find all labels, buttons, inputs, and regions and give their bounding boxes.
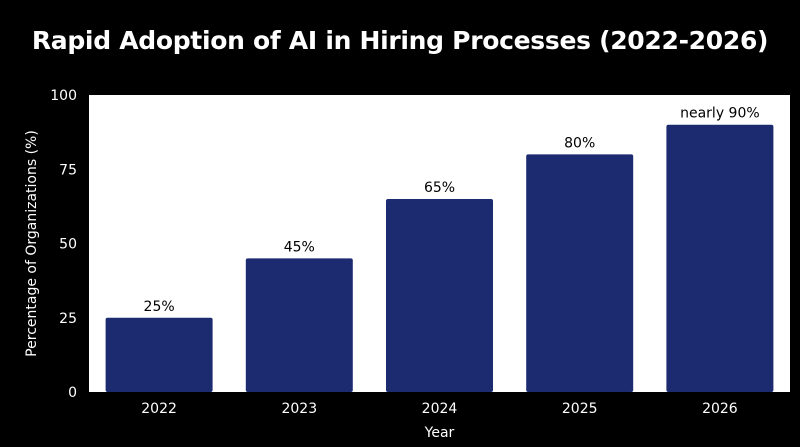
x-axis-ticks: 2022 2023 2024 2025 2026 [141, 401, 738, 417]
y-tick-label: 25 [59, 311, 77, 327]
y-tick-label: 50 [59, 237, 77, 253]
bar-data-labels: 25% 45% 65% 80% nearly 90% [144, 106, 760, 315]
x-tick-label: 2024 [422, 401, 458, 417]
x-tick-label: 2022 [141, 401, 177, 417]
bars [105, 124, 774, 392]
y-tick-label: 75 [59, 162, 77, 178]
chart-title: Rapid Adoption of AI in Hiring Processes… [31, 26, 769, 55]
bar-2025 [526, 154, 634, 392]
bar-data-label: 45% [284, 239, 315, 255]
bar-data-label: 65% [424, 180, 455, 196]
bar-data-label: 80% [564, 135, 595, 151]
y-tick-label: 100 [50, 88, 77, 104]
x-tick-label: 2023 [281, 401, 317, 417]
y-axis-title: Percentage of Organizations (%) [24, 130, 40, 357]
bar-data-label: nearly 90% [680, 106, 760, 122]
y-axis-ticks: 0 25 50 75 100 [50, 88, 77, 401]
bar-data-label: 25% [144, 299, 175, 315]
x-axis-title: Year [424, 425, 455, 441]
bar-2026 [666, 124, 774, 392]
y-tick-label: 0 [68, 385, 77, 401]
bar-2023 [245, 258, 353, 392]
x-tick-label: 2025 [562, 401, 598, 417]
bar-2022 [105, 317, 213, 392]
bar-2024 [386, 198, 493, 392]
x-tick-label: 2026 [702, 401, 738, 417]
